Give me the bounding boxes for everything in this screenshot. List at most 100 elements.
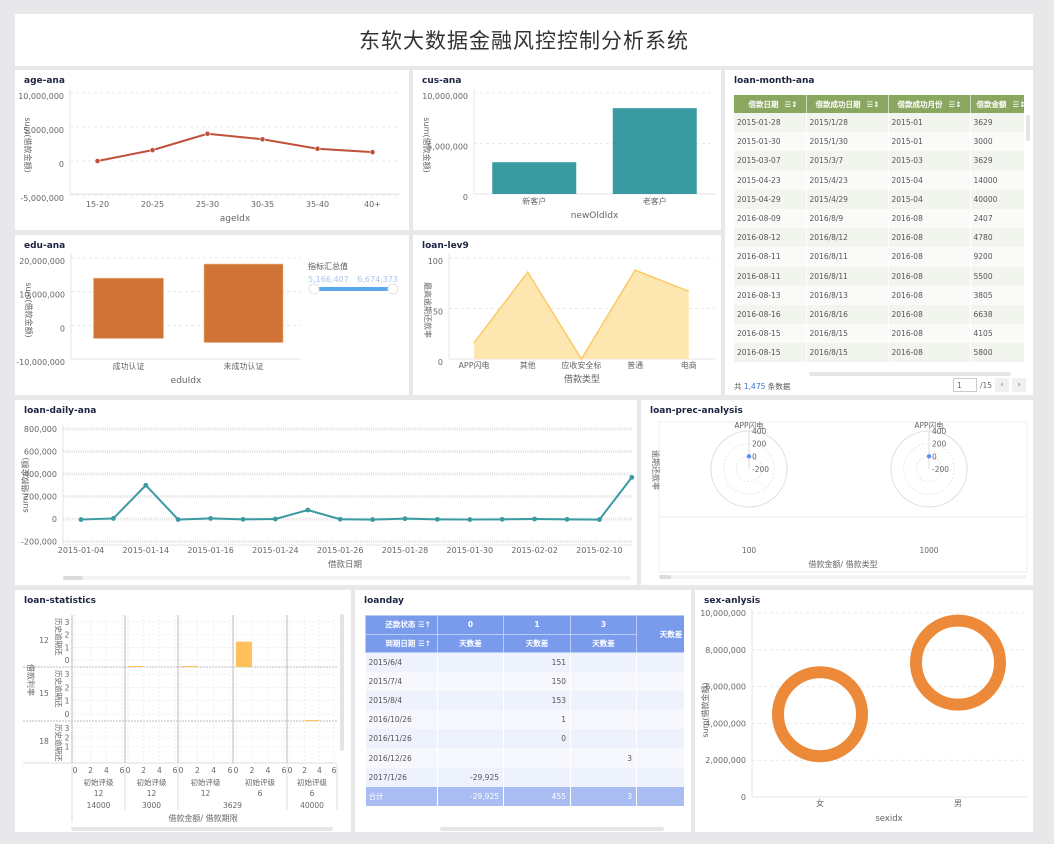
- table-cell: 6638: [970, 304, 1024, 325]
- measure-column-header[interactable]: 天数差: [636, 615, 684, 653]
- table-row[interactable]: 2015-01-30 2015/1/30 2015-01 3000: [734, 132, 1024, 152]
- x-facet-label: 初始评级: [191, 777, 221, 787]
- table-row[interactable]: 2016-08-11 2016/8/11 2016-08 9200: [734, 247, 1024, 267]
- table-cell: 2016-08: [888, 324, 971, 344]
- vertical-scrollbar[interactable]: [340, 614, 344, 751]
- sort-icon[interactable]: ☰↕: [866, 99, 880, 109]
- table-row[interactable]: 2016-08-16 2016/8/16 2016-08 6638: [734, 304, 1024, 325]
- data-point: [273, 516, 278, 522]
- table-cell: 2017/1/26: [365, 767, 438, 787]
- table-row[interactable]: 2016/10/26 1: [365, 710, 684, 730]
- y-tick-label: 0: [60, 324, 65, 333]
- table-cell: 0: [503, 729, 571, 749]
- table-row[interactable]: 2017/1/26-29,925 -29: [365, 767, 684, 787]
- x-tick-label: 6: [173, 766, 178, 775]
- horizontal-scrollbar[interactable]: [809, 372, 1011, 376]
- table-row[interactable]: 2016-08-13 2016/8/13 2016-08 3805: [734, 285, 1024, 305]
- table-cell: 2016-08-11: [734, 266, 807, 286]
- scrollbar-thumb[interactable]: [659, 575, 671, 579]
- loan-statistics-panel: loan-statistics 0 1 2 3 12 历史逾期还 0 1 2 3 15 历史逾期还 1 2…: [15, 590, 351, 832]
- table-cell: 2016/8/13: [806, 285, 889, 305]
- table-row[interactable]: 2016-08-11 2016/8/11 2016-08 5500: [734, 266, 1024, 286]
- legend-min-label: 5,166,407: [308, 275, 349, 284]
- y-tick-label: 0: [65, 710, 70, 719]
- data-point: [629, 474, 635, 480]
- x-tick-label: 2: [302, 766, 307, 775]
- table-row[interactable]: 2015-01-28 2015/1/28 2015-01 3629: [734, 113, 1024, 133]
- column-header[interactable]: 借款金额 ☰↕: [970, 95, 1024, 113]
- y-tick-label: 800,000: [24, 425, 57, 434]
- table-cell: 2016/11/26: [365, 729, 438, 749]
- polar-grid-circle: [735, 455, 763, 483]
- sort-icon[interactable]: ☰↑: [417, 620, 431, 630]
- x-tick-label: 2015-01-28: [382, 546, 429, 555]
- vertical-scrollbar[interactable]: [1026, 115, 1030, 141]
- x-facet-label: 初始评级: [137, 777, 167, 787]
- row-header-date[interactable]: 到期日期 ☰↑: [365, 633, 438, 653]
- column-label: 借款日期: [748, 99, 779, 109]
- plot-frame: [658, 421, 1028, 573]
- x-tick-label: 0: [288, 766, 293, 775]
- sort-icon[interactable]: ☰↕: [948, 99, 962, 109]
- column-header[interactable]: 借款成功月份 ☰↕: [888, 95, 971, 113]
- header-label: 还款状态: [385, 620, 416, 630]
- table-row[interactable]: 2015/7/4 150: [365, 671, 684, 691]
- y-tick-label: 6,000,000: [705, 683, 746, 692]
- x-tick-label: 男: [954, 799, 962, 808]
- table-row[interactable]: 2016-08-15 2016/8/15 2016-08 4105: [734, 324, 1024, 344]
- table-row[interactable]: 2015/6/4 151: [365, 652, 684, 672]
- next-page-button[interactable]: ›: [1012, 378, 1027, 392]
- prev-page-button[interactable]: ‹: [995, 378, 1010, 392]
- panel-title: sex-anlysis: [704, 596, 761, 606]
- data-point: [337, 516, 343, 522]
- table-row[interactable]: 2016-08-12 2016/8/12 2016-08 4780: [734, 228, 1024, 248]
- table-cell: 9200: [970, 247, 1024, 267]
- y-tick-label: 10,000,000: [700, 609, 746, 618]
- x-tick-label: 2015-01-16: [187, 546, 234, 555]
- age-series-line: [97, 132, 373, 162]
- x-tick-label: 6: [120, 766, 125, 775]
- sort-icon[interactable]: ☰↑: [417, 638, 431, 648]
- sort-icon[interactable]: ☰↕: [784, 99, 798, 109]
- x-tick-label: 4: [317, 766, 322, 775]
- x-tick-label: 4: [266, 766, 271, 775]
- horizontal-scrollbar-track[interactable]: [63, 576, 631, 580]
- horizontal-scrollbar[interactable]: [71, 827, 333, 831]
- table-row[interactable]: 2015-03-07 2015/3/7 2015-03 3629: [734, 151, 1024, 171]
- x-tick-label: 老客户: [643, 196, 667, 206]
- table-row[interactable]: 2016-08-09 2016/8/9 2016-08 2407: [734, 208, 1024, 229]
- scrollbar-thumb[interactable]: [63, 576, 83, 580]
- data-point: [149, 147, 156, 154]
- horizontal-scrollbar[interactable]: [440, 827, 664, 831]
- column-header[interactable]: 借款成功日期 ☰↕: [806, 95, 889, 113]
- status-column-header[interactable]: 0: [437, 615, 504, 635]
- table-row[interactable]: 2015-04-23 2015/4/23 2015-04 14000: [734, 170, 1024, 190]
- x-tick-label: 0: [126, 766, 131, 775]
- x-facet-label: 初始评级: [297, 777, 327, 787]
- table-cell: [437, 690, 504, 711]
- table-row[interactable]: 2015-04-29 2015/4/29 2015-04 40000: [734, 189, 1024, 209]
- sex-anlysis-panel: sex-anlysis 0 2,000,000 4,000,000 6,000,000…: [695, 590, 1033, 832]
- table-cell: 2016-08: [888, 228, 971, 248]
- table-row[interactable]: 2016/12/26 3: [365, 748, 684, 768]
- row-header-status[interactable]: 还款状态 ☰↑: [365, 615, 438, 635]
- status-column-header[interactable]: 1: [503, 615, 571, 635]
- horizontal-scrollbar-track[interactable]: [659, 575, 1027, 579]
- y-tick-label: 100: [428, 257, 443, 266]
- table-row[interactable]: 2015/8/4 153: [365, 690, 684, 711]
- y-axis-title: 借款利率: [26, 664, 36, 696]
- table-row[interactable]: 2016/11/26 0: [365, 729, 684, 749]
- sort-icon[interactable]: ☰↕: [1012, 99, 1024, 109]
- x-tick-label: 2015-02-02: [511, 546, 558, 555]
- x-tick-label: 40+: [364, 200, 381, 209]
- table-cell: 2016/12/26: [365, 748, 438, 768]
- column-header[interactable]: 借款日期 ☰↕: [734, 95, 807, 113]
- status-column-header[interactable]: 3: [570, 615, 637, 635]
- table-cell: [437, 710, 504, 730]
- page-input[interactable]: 1: [953, 378, 977, 392]
- month-table-viewport: 借款日期 ☰↕ 借款成功日期 ☰↕ 借款成功月份 ☰↕ 借款金额 ☰↕ 2015-01-28 2…: [734, 95, 1024, 371]
- y-tick-label: 0: [59, 160, 64, 169]
- table-row[interactable]: 2016-08-15 2016/8/15 2016-08 5800: [734, 343, 1024, 363]
- y-tick-label: 0: [438, 358, 443, 367]
